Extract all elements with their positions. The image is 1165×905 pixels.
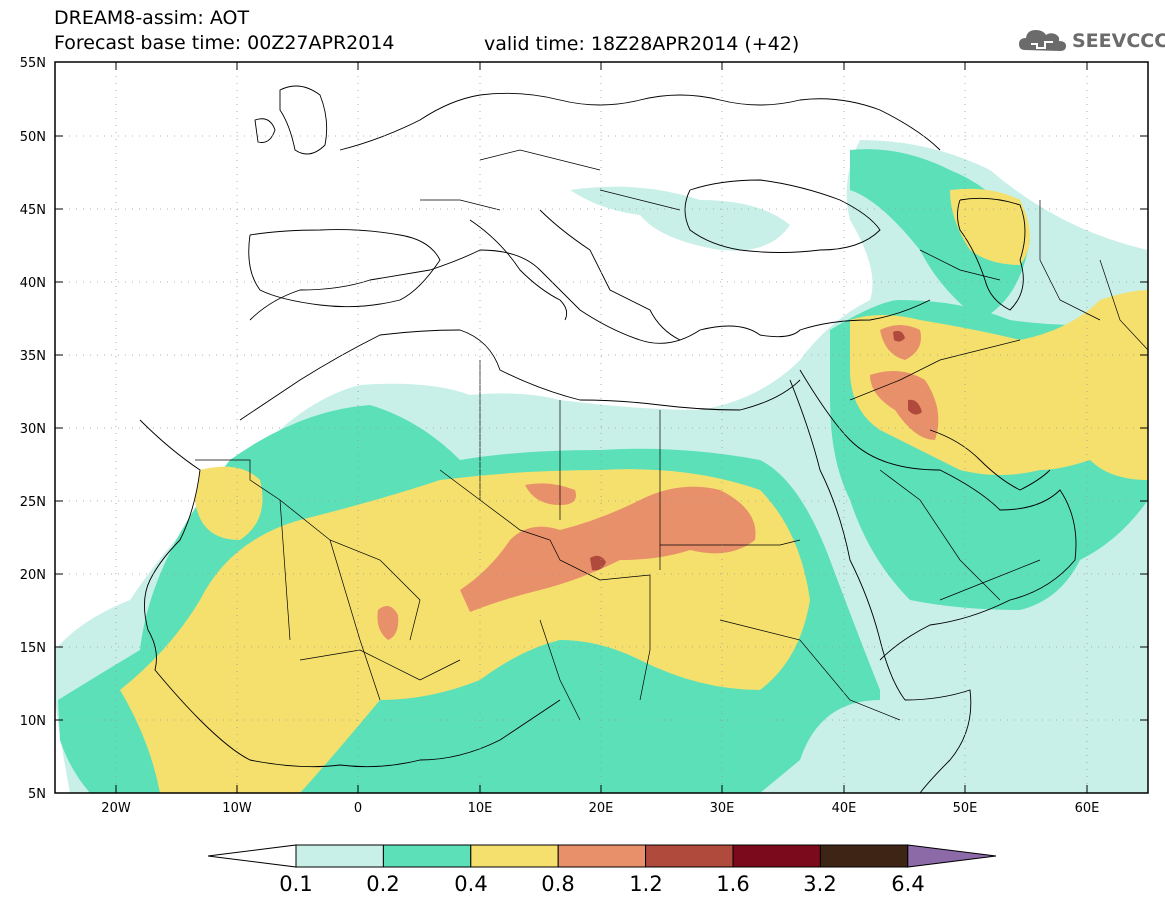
- colorbar-box-6: [819, 844, 909, 868]
- lon-label: 10W: [222, 801, 252, 816]
- map-title: DREAM8-assim: AOT: [54, 7, 250, 29]
- lon-label: 10E: [468, 801, 493, 816]
- coast-britain: [279, 85, 328, 155]
- colorbar-label: 1.2: [629, 872, 662, 896]
- coast-iberia: [248, 229, 441, 308]
- valid-time: valid time: 18Z28APR2014 (+42): [484, 33, 800, 55]
- coast-balkans: [539, 209, 681, 341]
- colorbar-box-1: [382, 844, 472, 868]
- colorbar-label: 1.6: [716, 872, 749, 896]
- coast-arabia: [799, 369, 1077, 661]
- lat-label: 25N: [20, 495, 46, 510]
- lat-label: 50N: [20, 130, 46, 145]
- lon-label: 20E: [589, 801, 614, 816]
- coast-africa-north: [239, 329, 801, 421]
- lat-label: 30N: [20, 422, 46, 437]
- aot-band-0.1-b: [570, 186, 790, 251]
- colorbar-box-3: [557, 844, 647, 868]
- colorbar-box-2: [470, 844, 559, 868]
- coast-black-sea: [684, 179, 881, 253]
- lat-label: 40N: [20, 276, 46, 291]
- borders: [195, 149, 1148, 721]
- colorbar: [207, 844, 997, 868]
- colorbar-box-5: [732, 844, 821, 868]
- ticks: [55, 61, 1148, 793]
- coast-italy: [469, 219, 568, 321]
- aot-band-0.8-b: [525, 483, 576, 505]
- colorbar-label: 3.2: [803, 872, 836, 896]
- graticule: [55, 62, 1148, 793]
- lat-label: 45N: [20, 203, 46, 218]
- seevccc-logo: SEEVCCC: [1017, 24, 1165, 58]
- coast-europe-south: [249, 249, 931, 344]
- coastlines: [139, 85, 1077, 793]
- colorbar-labels: 0.1 0.2 0.4 0.8 1.2 1.6 3.2 6.4: [279, 872, 924, 896]
- lon-label: 0: [354, 801, 362, 816]
- lon-label: 40E: [832, 801, 857, 816]
- lon-label: 50E: [953, 801, 978, 816]
- aot-band-1.2: [590, 555, 606, 571]
- coast-caspian: [957, 197, 1026, 311]
- lat-label: 15N: [20, 641, 46, 656]
- aot-band-0.4-b: [195, 466, 263, 540]
- aot-band-0.8-e: [870, 371, 939, 440]
- lat-label: 10N: [20, 714, 46, 729]
- coast-north-europe: [339, 92, 941, 151]
- lon-label: 20W: [101, 801, 131, 816]
- aot-band-0.8: [460, 486, 756, 612]
- lat-label: 35N: [20, 349, 46, 364]
- colorbar-label: 0.4: [454, 872, 487, 896]
- colorbar-box-0: [295, 844, 384, 868]
- coast-gulf: [929, 429, 1051, 491]
- coast-africa-west: [139, 419, 561, 768]
- colorbar-under-triangle: [207, 844, 297, 868]
- coast-red-sea: [789, 379, 906, 701]
- aot-band-0.8-d: [880, 325, 921, 360]
- colorbar-label: 0.2: [366, 872, 399, 896]
- latitude-labels: 55N 50N 45N 40N 35N 30N 25N 20N 15N 10N …: [20, 56, 46, 802]
- aot-band-0.8-c: [377, 606, 399, 640]
- aot-band-1.2-b: [893, 330, 905, 342]
- longitude-labels: 20W 10W 0 10E 20E 30E 40E 50E 60E: [101, 801, 1099, 816]
- colorbar-label: 6.4: [891, 872, 924, 896]
- lon-label: 30E: [710, 801, 735, 816]
- lon-label: 60E: [1075, 801, 1100, 816]
- logo-text: SEEVCCC: [1072, 30, 1165, 52]
- lat-label: 55N: [20, 56, 46, 71]
- aot-field: [55, 140, 1148, 793]
- colorbar-label: 0.8: [541, 872, 574, 896]
- colorbar-box-4: [645, 844, 734, 868]
- lat-label: 5N: [28, 787, 46, 802]
- lat-label: 20N: [20, 568, 46, 583]
- colorbar-over-triangle: [907, 844, 997, 868]
- colorbar-label: 0.1: [279, 872, 312, 896]
- aot-band-1.2-c: [908, 399, 922, 415]
- forecast-base-time: Forecast base time: 00Z27APR2014: [54, 32, 395, 54]
- coast-ireland: [254, 118, 276, 143]
- coast-horn: [904, 689, 972, 793]
- cloud-icon: [1019, 30, 1066, 51]
